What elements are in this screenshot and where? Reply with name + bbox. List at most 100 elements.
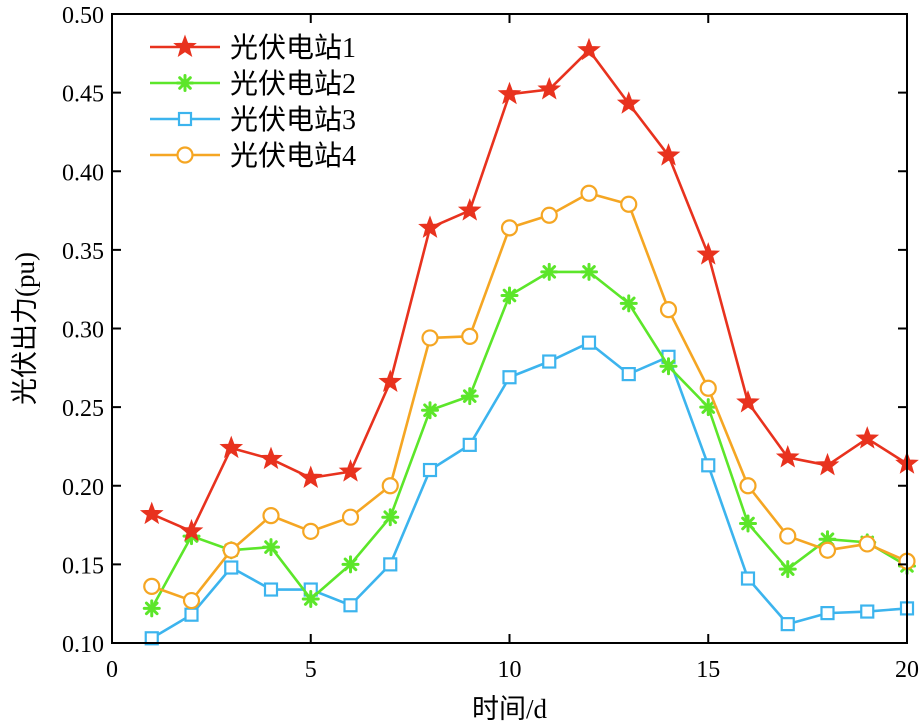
data-point <box>855 426 880 449</box>
data-point <box>262 538 280 557</box>
data-point <box>144 631 159 646</box>
data-point <box>500 286 519 305</box>
data-point <box>222 541 240 559</box>
data-point <box>418 215 442 238</box>
data-point <box>775 445 800 468</box>
data-point <box>142 599 161 618</box>
data-point <box>378 369 403 393</box>
data-point <box>860 604 875 619</box>
data-point <box>699 398 718 417</box>
data-point <box>616 91 641 114</box>
data-point <box>779 527 797 545</box>
data-point <box>815 452 840 476</box>
data-point <box>537 77 562 100</box>
data-point <box>619 294 638 313</box>
data-point <box>179 518 204 542</box>
y-tick-label: 0.35 <box>62 239 104 265</box>
legend: 光伏电站1 光伏电站2 光伏电站3 光伏电站4 <box>150 32 356 172</box>
series-line-2 <box>150 270 908 610</box>
legend-marker <box>176 74 194 92</box>
data-point <box>696 242 721 265</box>
data-point <box>820 606 835 621</box>
x-tick-label: 10 <box>498 657 522 683</box>
x-tick-label: 5 <box>305 657 317 683</box>
data-point <box>739 477 757 495</box>
data-point <box>540 262 559 281</box>
data-point <box>780 617 795 632</box>
legend-item-1: 光伏电站1 <box>150 32 356 64</box>
axis-ticks: 0 5 10 15 20 0.10 0.15 0.20 0.25 0.30 0.35 0.40 0.45… <box>62 3 919 683</box>
legend-label: 光伏电站3 <box>230 104 356 136</box>
data-point <box>460 387 479 406</box>
y-tick-label: 0.10 <box>62 632 104 658</box>
legend-item-4: 光伏电站4 <box>150 140 356 172</box>
y-tick-label: 0.40 <box>62 160 104 186</box>
data-point <box>182 591 201 610</box>
data-point <box>139 501 164 525</box>
y-tick-label: 0.15 <box>62 553 104 579</box>
data-point <box>143 577 161 595</box>
data-point <box>298 465 323 488</box>
data-point <box>502 370 517 385</box>
data-point <box>577 37 601 61</box>
legend-item-3: 光伏电站3 <box>150 104 356 136</box>
data-point <box>302 522 320 540</box>
data-point <box>383 557 398 572</box>
legend-label: 光伏电站4 <box>230 140 356 172</box>
series-4 <box>143 184 916 610</box>
data-point <box>219 435 244 459</box>
data-point <box>659 357 678 376</box>
data-point <box>259 446 283 470</box>
legend-marker <box>177 111 193 127</box>
data-point <box>421 401 439 420</box>
data-point <box>740 571 756 586</box>
data-point <box>500 219 519 237</box>
data-point <box>338 459 363 482</box>
legend-label: 光伏电站2 <box>230 68 356 100</box>
series-2 <box>142 262 916 618</box>
series-3 <box>144 335 915 646</box>
y-tick-label: 0.25 <box>62 396 104 422</box>
data-point <box>858 535 876 553</box>
y-tick-label: 0.50 <box>62 3 104 29</box>
data-point <box>301 589 320 608</box>
series-line-1 <box>151 48 908 533</box>
data-point <box>343 598 358 613</box>
x-tick-label: 20 <box>895 657 919 683</box>
data-point <box>542 354 557 369</box>
data-point <box>263 582 279 597</box>
data-point <box>778 560 797 579</box>
data-point <box>620 195 638 213</box>
data-point <box>262 507 280 525</box>
data-point <box>224 560 239 575</box>
data-point <box>580 184 598 202</box>
data-point <box>818 541 837 559</box>
data-point <box>580 262 598 281</box>
y-tick-label: 0.20 <box>62 475 104 501</box>
x-tick-label: 0 <box>106 657 118 683</box>
legend-label: 光伏电站1 <box>230 32 356 64</box>
data-point <box>341 508 360 526</box>
y-tick-label: 0.30 <box>62 318 104 344</box>
data-point <box>699 379 717 397</box>
legend-marker <box>176 146 194 164</box>
data-point <box>701 458 716 473</box>
legend-marker <box>173 34 197 58</box>
x-axis-title: 时间/d <box>472 694 548 724</box>
data-point <box>421 329 439 347</box>
data-point <box>736 389 760 413</box>
data-point <box>341 555 360 574</box>
data-point <box>659 301 678 319</box>
x-tick-label: 15 <box>696 657 720 683</box>
legend-item-2: 光伏电站2 <box>150 68 356 100</box>
data-point <box>581 335 597 350</box>
data-point <box>462 437 477 452</box>
data-point <box>739 514 757 533</box>
data-point <box>540 206 558 224</box>
data-point <box>422 462 438 478</box>
data-point <box>381 477 399 495</box>
data-point <box>621 367 636 382</box>
data-point <box>656 143 681 166</box>
